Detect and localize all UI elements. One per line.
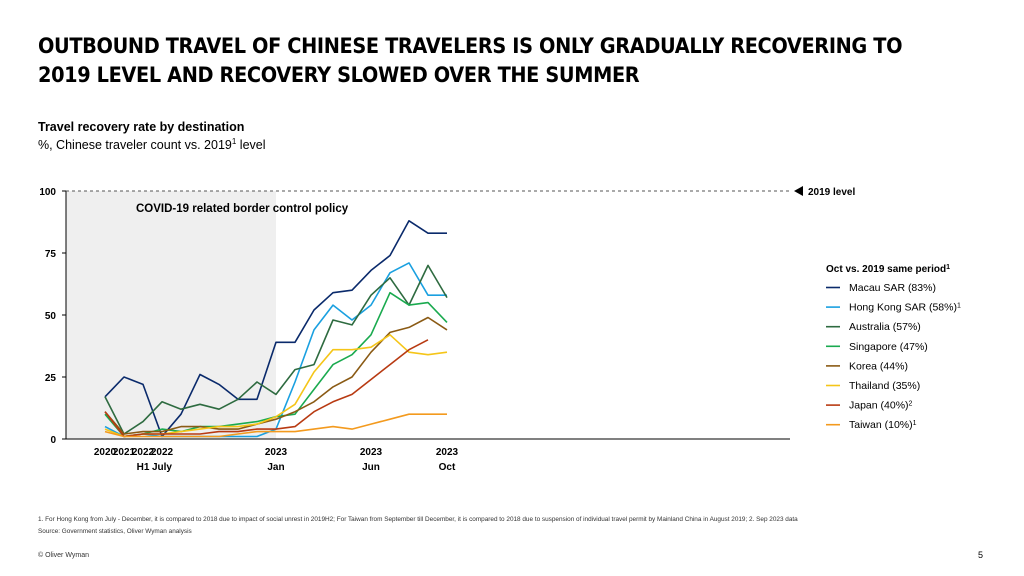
series-line-taiwan bbox=[104, 413, 447, 438]
x-tick-label: 2022 bbox=[151, 447, 174, 458]
unit-footnote-ref: 1 bbox=[231, 137, 237, 146]
y-tick-label: 50 bbox=[45, 311, 57, 322]
legend-title: Oct vs. 2019 same period1 bbox=[826, 264, 950, 276]
footnote: 1. For Hong Kong from July - December, i… bbox=[38, 516, 798, 523]
chart-unit-label: %, Chinese traveler count vs. 20191 leve… bbox=[38, 137, 266, 152]
y-tick-label: 25 bbox=[45, 373, 57, 384]
y-tick-label: 75 bbox=[45, 249, 57, 260]
reference-arrow-icon bbox=[794, 186, 803, 196]
x-tick-sublabel: Oct bbox=[439, 462, 456, 473]
legend-footnote-ref: 1 bbox=[957, 302, 961, 309]
y-tick-label: 100 bbox=[39, 187, 56, 198]
copyright: © Oliver Wyman bbox=[38, 552, 89, 559]
legend-item-japan: Japan (40%)2 bbox=[849, 400, 913, 412]
legend-item-macau: Macau SAR (83%) bbox=[849, 282, 936, 294]
x-tick-sublabel: Jun bbox=[362, 462, 380, 473]
line-chart: COVID-19 related border control policy 0 2… bbox=[39, 186, 961, 473]
source-note: Source: Government statistics, Oliver Wy… bbox=[38, 528, 192, 535]
x-tick-label: 2022 bbox=[132, 447, 155, 458]
legend-item-korea: Korea (44%) bbox=[849, 360, 908, 372]
legend-item-thailand: Thailand (35%) bbox=[849, 380, 920, 392]
x-tick-sublabel: July bbox=[152, 462, 172, 473]
x-tick-label: 2023 bbox=[436, 447, 459, 458]
legend-item-hongkong: Hong Kong SAR (58%)1 bbox=[849, 302, 961, 314]
covid-shaded-region bbox=[66, 191, 276, 439]
legend-item-singapore: Singapore (47%) bbox=[849, 341, 928, 353]
series-line-korea bbox=[104, 316, 448, 435]
x-tick-label: 2023 bbox=[360, 447, 383, 458]
unit-text-suffix: level bbox=[236, 138, 266, 153]
y-tick-label: 0 bbox=[50, 435, 56, 446]
page-number: 5 bbox=[978, 550, 984, 560]
unit-text: %, Chinese traveler count vs. 2019 bbox=[38, 138, 232, 153]
page-title: OUTBOUND TRAVEL OF CHINESE TRAVELERS IS … bbox=[38, 34, 903, 87]
chart-subtitle: Travel recovery rate by destination bbox=[38, 120, 245, 134]
x-tick-label: 2021 bbox=[113, 447, 136, 458]
legend-footnote-ref: 1 bbox=[913, 420, 917, 427]
x-tick-label: 2020 bbox=[94, 447, 117, 458]
reference-line-label: 2019 level bbox=[808, 187, 855, 198]
x-tick-sublabel: H1 bbox=[137, 462, 150, 473]
covid-region-label: COVID-19 related border control policy bbox=[136, 203, 349, 215]
x-tick-sublabel: Jan bbox=[267, 462, 284, 473]
legend-title-footnote-ref: 1 bbox=[946, 264, 950, 271]
legend-item-taiwan: Taiwan (10%)1 bbox=[849, 419, 917, 431]
series-line-japan bbox=[104, 339, 429, 438]
legend-item-australia: Australia (57%) bbox=[849, 321, 921, 333]
x-tick-label: 2023 bbox=[265, 447, 288, 458]
series-line-australia bbox=[104, 264, 448, 435]
legend-footnote-ref: 2 bbox=[909, 400, 913, 407]
